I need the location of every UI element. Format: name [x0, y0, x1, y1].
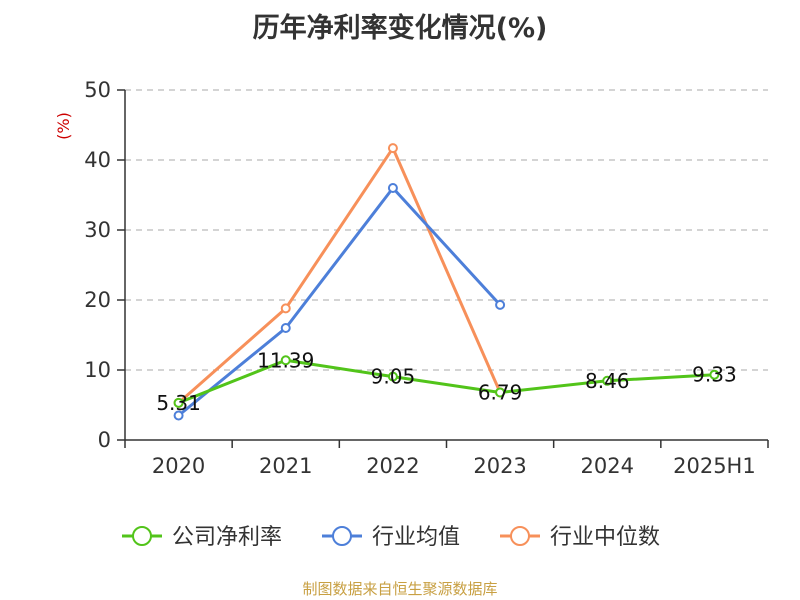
series-line: [177, 186, 502, 417]
data-point: [387, 143, 398, 154]
x-tick-label: 2024: [581, 454, 634, 478]
legend: 公司净利率 行业均值 行业中位数: [122, 525, 660, 550]
legend-marker: [332, 526, 352, 546]
grid-lines: [125, 89, 768, 371]
x-tick-label: 2023: [473, 454, 526, 478]
data-point: [280, 303, 291, 314]
data-label: 8.46: [585, 369, 630, 393]
x-tick-label: 2025H1: [673, 454, 756, 478]
legend-label: 行业中位数: [550, 525, 660, 550]
y-tick-label: 10: [84, 358, 111, 382]
y-axis-unit: (%): [54, 112, 73, 140]
source-note: 制图数据来自恒生聚源数据库: [302, 580, 498, 598]
legend-label: 公司净利率: [172, 525, 282, 550]
data-point: [173, 397, 184, 408]
y-tick-label: 40: [84, 148, 111, 172]
data-point: [495, 387, 506, 398]
y-tick-label: 0: [98, 428, 111, 452]
axes: 0 10 20 30 40 50 2020 2021 2022 2023 2024 2025H1 (%): [54, 78, 769, 478]
legend-item: 行业均值: [322, 525, 460, 550]
legend-marker: [132, 526, 152, 546]
data-label: 9.33: [692, 363, 737, 387]
data-point: [387, 371, 398, 382]
series-lines: [173, 143, 720, 421]
series-line: [177, 146, 502, 405]
data-point: [280, 355, 291, 366]
y-tick-label: 30: [84, 218, 111, 242]
data-label: 5.31: [156, 391, 201, 415]
data-point: [709, 369, 720, 380]
x-tick-label: 2021: [259, 454, 312, 478]
data-point: [495, 299, 506, 310]
series-line: [178, 358, 715, 405]
legend-item: 公司净利率: [122, 525, 282, 550]
data-labels: 5.31 11.39 9.05 6.79 8.46 9.33: [156, 348, 736, 415]
x-tick-label: 2020: [152, 454, 205, 478]
data-point: [602, 375, 613, 386]
data-label: 9.05: [371, 365, 416, 389]
data-point: [173, 410, 184, 421]
legend-marker: [510, 526, 530, 546]
y-tick-label: 20: [84, 288, 111, 312]
legend-item: 行业中位数: [500, 525, 660, 550]
y-tick-label: 50: [84, 78, 111, 102]
legend-label: 行业均值: [372, 525, 460, 550]
data-label: 6.79: [478, 380, 523, 404]
data-point: [280, 323, 291, 333]
data-label: 11.39: [257, 348, 314, 372]
data-point: [387, 183, 398, 193]
x-tick-label: 2022: [366, 454, 419, 478]
chart-title: 历年净利率变化情况(%): [252, 13, 548, 44]
